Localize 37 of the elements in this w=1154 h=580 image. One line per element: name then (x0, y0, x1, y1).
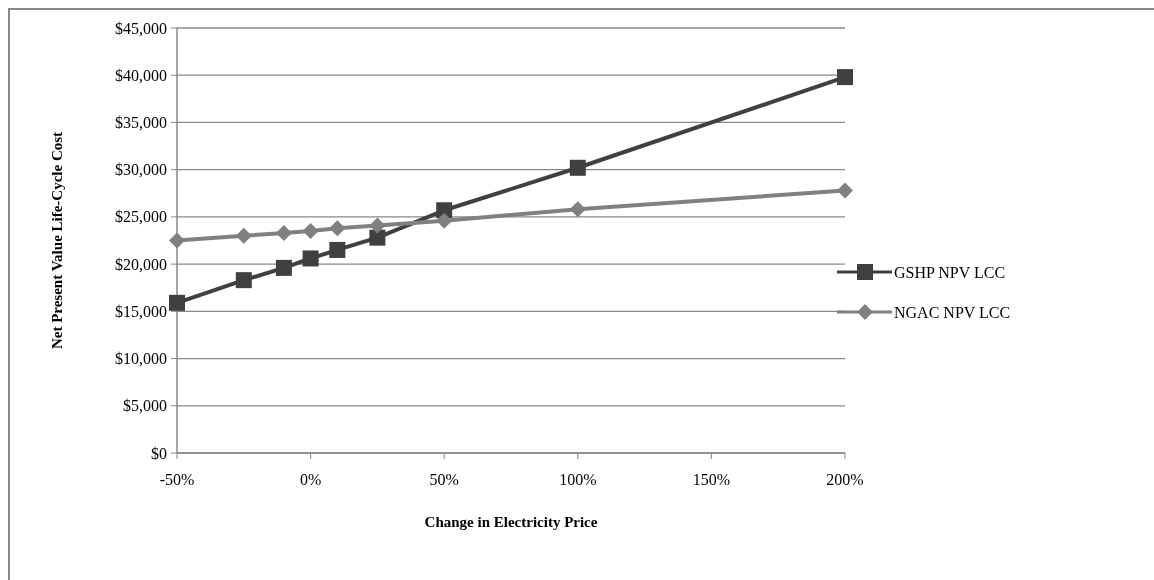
point (569, 159, 586, 176)
x-tick-label: 50% (429, 471, 459, 488)
point (235, 227, 252, 244)
x-tick-label: 0% (299, 471, 322, 488)
x-tick-label: 200% (826, 471, 864, 488)
y-tick-label: $10,000 (115, 350, 167, 368)
point (436, 212, 453, 229)
y-tick-label: $0 (151, 444, 167, 462)
point (169, 294, 185, 311)
point (837, 69, 853, 86)
y-tick-label: $20,000 (115, 255, 167, 273)
y-tick-label: $35,000 (115, 114, 167, 132)
y-axis-title: Net Present Value Life-Cycle Cost (49, 131, 65, 350)
point (275, 224, 292, 241)
y-tick-label: $40,000 (115, 66, 167, 84)
y-tick-label: $25,000 (115, 208, 167, 226)
point (235, 272, 252, 289)
x-tick-label: -50% (159, 471, 195, 488)
point (329, 241, 346, 258)
legend-label: GSHP NPV LCC (894, 263, 1006, 281)
point (569, 201, 586, 218)
y-tick-label: $15,000 (115, 302, 167, 320)
point (275, 259, 292, 276)
point (329, 220, 346, 237)
point (837, 182, 853, 199)
point (302, 250, 319, 267)
x-tick-label: 150% (692, 471, 731, 488)
legend-label: NGAC NPV LCC (894, 303, 1011, 321)
point (369, 217, 386, 234)
x-tick-label: 100% (559, 471, 597, 488)
x-axis-title: Change in Electricity Price (424, 514, 598, 530)
point (169, 232, 185, 249)
y-tick-label: $30,000 (115, 161, 167, 179)
point (369, 229, 386, 246)
point (302, 223, 319, 240)
y-tick-label: $5,000 (123, 397, 167, 415)
y-tick-label: $45,000 (115, 19, 167, 37)
